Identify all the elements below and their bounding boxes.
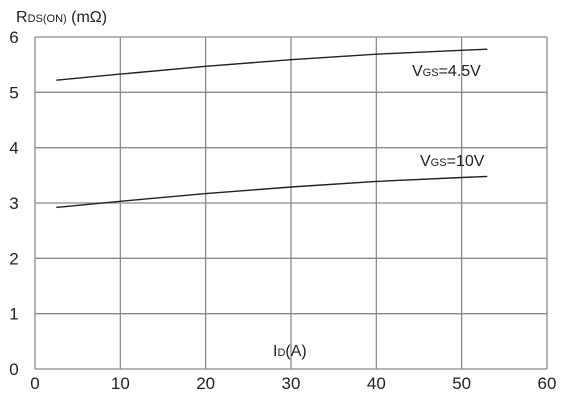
x-tick-label: 50 <box>452 374 471 393</box>
series-lines <box>56 48 488 209</box>
y-tick-label: 6 <box>9 28 18 47</box>
x-tick-labels: 0 10 20 30 40 50 60 <box>30 374 556 393</box>
series-line-1 <box>56 175 488 209</box>
y-tick-label: 5 <box>9 83 18 102</box>
x-tick-label: 10 <box>111 374 130 393</box>
y-tick-label: 1 <box>9 305 18 324</box>
series-line-0 <box>56 48 488 81</box>
y-tick-label: 4 <box>9 139 18 158</box>
y-tick-labels: 0 1 2 3 4 5 6 <box>9 28 18 379</box>
y-axis-label: RDS(ON) (mΩ) <box>16 9 107 26</box>
x-axis-label: ID(A) <box>273 343 307 360</box>
series-label-vgs-10v: VGS=10V <box>420 153 485 170</box>
x-tick-label: 0 <box>30 374 39 393</box>
series-label-vgs-4-5v: VGS=4.5V <box>412 63 481 80</box>
y-tick-label: 2 <box>9 249 18 268</box>
y-tick-label: 3 <box>9 194 18 213</box>
x-tick-label: 30 <box>282 374 301 393</box>
y-tick-label: 0 <box>9 360 18 379</box>
grid <box>34 36 548 370</box>
x-tick-label: 40 <box>367 374 386 393</box>
x-tick-label: 60 <box>538 374 557 393</box>
x-tick-label: 20 <box>196 374 215 393</box>
